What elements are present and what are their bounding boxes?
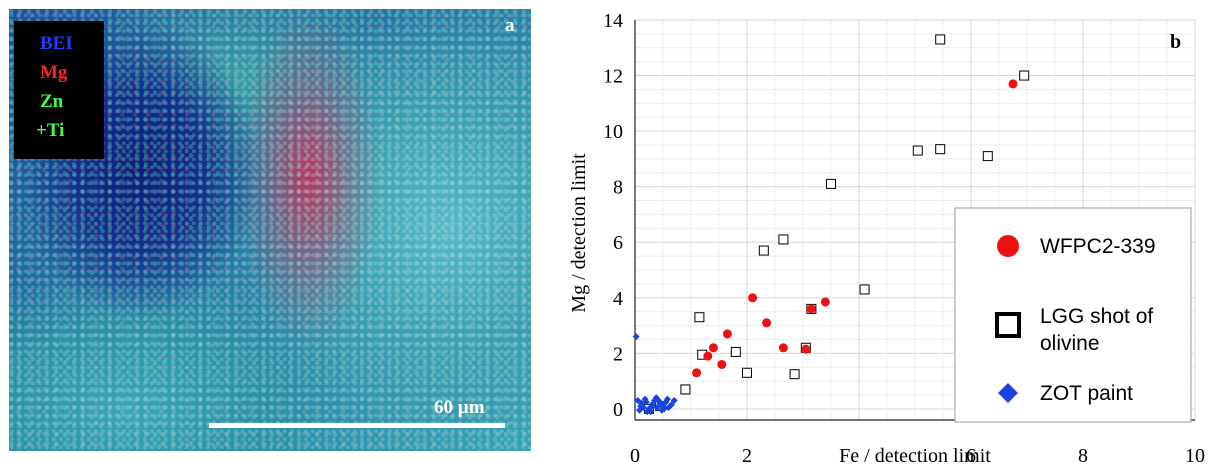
data-point-lgg [859, 284, 870, 295]
data-point-zot [660, 405, 668, 413]
data-point-lgg [730, 346, 741, 357]
data-point-zot [667, 401, 675, 409]
data-point-zot [658, 406, 666, 414]
data-point-wfpc2 [762, 318, 772, 328]
data-point-wfpc2 [717, 359, 727, 369]
y-tick-label: 4 [613, 288, 623, 310]
x-axis-label: Fe / detection limit [839, 445, 991, 466]
data-point-zot [655, 397, 663, 405]
data-point-wfpc2 [748, 293, 758, 303]
legend-zn: Zn [40, 91, 64, 112]
y-tick-label: 2 [613, 343, 623, 365]
data-point-wfpc2 [820, 297, 830, 307]
data-point-wfpc2 [722, 329, 732, 339]
data-point-lgg [1019, 70, 1030, 81]
data-point-lgg [758, 245, 769, 256]
legend-label: WFPC2-339 [1040, 235, 1156, 258]
y-tick-label: 10 [603, 121, 623, 143]
y-tick-label: 0 [613, 399, 623, 421]
data-point-lgg [935, 34, 946, 45]
x-tick-label: 10 [1185, 445, 1205, 466]
data-point-lgg [694, 312, 705, 323]
y-tick-label: 6 [613, 232, 623, 254]
data-point-zot [641, 395, 649, 403]
data-point-zot [652, 394, 660, 402]
legend-marker-circle [997, 235, 1019, 257]
data-point-zot [638, 399, 646, 407]
channel-legend: BEI Mg Zn +Ti [14, 21, 104, 159]
data-point-zot [632, 333, 640, 341]
data-point-lgg [982, 151, 993, 162]
scale-bar-label: 60 µm [434, 397, 485, 418]
panel-b-label: b [1170, 31, 1181, 53]
data-point-zot [663, 395, 671, 403]
y-tick-label: 12 [603, 66, 623, 88]
data-point-zot [643, 408, 651, 416]
data-point-wfpc2 [703, 351, 713, 361]
x-tick-label: 6 [966, 445, 976, 466]
legend-ti: +Ti [36, 120, 65, 141]
x-tick-label: 0 [630, 445, 640, 466]
x-tick-label: 8 [1078, 445, 1088, 466]
y-tick-label: 14 [603, 10, 623, 32]
x-tick-label: 2 [742, 445, 752, 466]
legend-label: ZOT paint [1040, 382, 1133, 405]
data-point-wfpc2 [1008, 79, 1018, 89]
data-point-lgg [826, 178, 836, 189]
legend-marker-square [995, 312, 1021, 338]
y-axis-label: Mg / detection limit [568, 153, 590, 313]
data-point-lgg [680, 384, 691, 395]
data-point-wfpc2 [801, 344, 811, 354]
data-point-zot [670, 397, 678, 405]
legend-label: LGG shot of olivine [1040, 305, 1153, 355]
legend-bei: BEI [40, 33, 73, 54]
element-map-image: BEI Mg Zn +Ti a 60 µm [9, 9, 531, 451]
data-point-wfpc2 [708, 343, 718, 353]
data-point-wfpc2 [778, 343, 788, 353]
legend-mg: Mg [40, 62, 68, 83]
data-point-lgg [778, 234, 789, 245]
data-point-lgg [912, 145, 923, 156]
y-tick-label: 8 [613, 177, 623, 199]
data-point-zot [635, 406, 643, 414]
legend-box [954, 207, 1192, 423]
scale-bar [209, 423, 505, 428]
data-point-zot [649, 402, 657, 410]
data-point-lgg [935, 144, 946, 155]
data-point-wfpc2 [806, 304, 816, 314]
scatter-chart: 0 2 4 6 8 10 12 14 0 2 6 8 10 WFPC2-339 LGG shot of ol… [568, 10, 1205, 466]
data-point-wfpc2 [692, 368, 702, 378]
data-point-lgg [789, 369, 800, 380]
legend-marker-diamond [998, 383, 1018, 403]
data-point-lgg [742, 367, 752, 378]
panel-a-label: a [505, 15, 515, 36]
